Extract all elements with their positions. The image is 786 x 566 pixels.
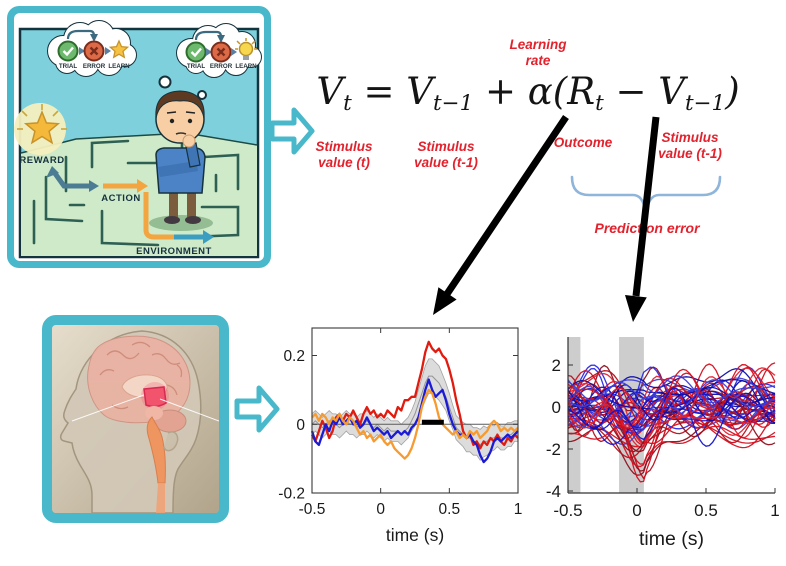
annotation-line bbox=[71, 394, 145, 422]
flow-arrow-to-chart-icon bbox=[234, 381, 280, 437]
ear bbox=[163, 431, 179, 452]
thought-bubble bbox=[197, 90, 207, 100]
thought-cloud-left: TRIAL ERROR LEARN bbox=[47, 20, 137, 77]
annotation-outcome: Outcome bbox=[553, 135, 613, 150]
trace-blue bbox=[567, 379, 776, 410]
trace-red bbox=[567, 412, 776, 449]
series-orange-line bbox=[311, 388, 519, 460]
loop-arrow-icon bbox=[194, 30, 223, 41]
x-tick-label: 0 bbox=[632, 501, 641, 520]
x-tick-label: 0.5 bbox=[439, 501, 461, 518]
step-arrow-icon bbox=[79, 47, 85, 55]
environment-label: ENVIRONMENT bbox=[136, 246, 212, 257]
equation: Vt = Vt−1 + α(Rt − Vt−1) bbox=[316, 70, 740, 116]
x-tick-label: 1 bbox=[514, 501, 523, 518]
error-label: ERROR bbox=[83, 63, 106, 70]
prediction-error-brace bbox=[570, 175, 722, 216]
series-blue-line bbox=[310, 378, 519, 464]
learn-label: LEARN bbox=[108, 63, 130, 70]
thought-bubble bbox=[158, 75, 172, 89]
trace-red bbox=[567, 367, 776, 429]
trace-red bbox=[567, 394, 776, 453]
annotation-stimulus-value-t1-right: Stimulus value (t-1) bbox=[658, 130, 722, 161]
annotation-learning-rate: Learning rate bbox=[509, 37, 567, 68]
axes-box bbox=[311, 327, 519, 494]
step-arrow-icon bbox=[231, 48, 237, 56]
x-tick-label: -0.5 bbox=[299, 501, 326, 518]
reward-rays bbox=[17, 104, 67, 130]
flow-arrow-to-equation-icon bbox=[269, 103, 315, 159]
band-edge bbox=[311, 392, 518, 461]
learn-label: LEARN bbox=[235, 63, 257, 70]
trace-red bbox=[567, 387, 776, 429]
loop-arrow-icon bbox=[66, 29, 96, 40]
annotation-stimulus-value-t1: Stimulus value (t-1) bbox=[414, 139, 478, 170]
action-arrow-icon bbox=[103, 179, 148, 193]
x-tick-label: 0.5 bbox=[694, 501, 718, 520]
brain-illustration bbox=[42, 315, 229, 523]
boy-character bbox=[149, 90, 213, 231]
y-tick-label: 0 bbox=[552, 398, 561, 417]
erp-chart: -0.5 0 0.5 1 0.2 0 -0.2 time (s) bbox=[278, 327, 523, 545]
trial-check-icon bbox=[57, 40, 79, 62]
trial-label: TRIAL bbox=[187, 63, 205, 70]
trace-red bbox=[567, 382, 776, 436]
trace-blue bbox=[567, 385, 776, 418]
thought-cloud-right: TRIAL ERROR LEARN bbox=[176, 23, 262, 78]
band-edge bbox=[311, 358, 518, 430]
x-tick-label: -0.5 bbox=[553, 501, 582, 520]
confidence-band bbox=[312, 358, 518, 461]
pons bbox=[145, 406, 163, 420]
reward-star-icon bbox=[23, 109, 61, 145]
y-tick-label: -4 bbox=[546, 482, 561, 501]
x-tick-label: 0 bbox=[376, 501, 385, 518]
learn-bulb-icon bbox=[235, 38, 257, 60]
y-tick-label: 2 bbox=[552, 356, 561, 375]
trace-blue bbox=[567, 379, 776, 430]
environment-arrow-icon bbox=[143, 192, 214, 244]
trial-label: TRIAL bbox=[59, 63, 77, 70]
reward-label: REWARD bbox=[19, 155, 64, 166]
midbrain-highlight bbox=[143, 386, 167, 408]
brain-folds bbox=[99, 341, 183, 413]
trace-red bbox=[567, 370, 775, 427]
y-tick-label: 0.2 bbox=[283, 348, 305, 365]
trace-blue bbox=[567, 407, 776, 434]
y-tick-label: 0 bbox=[296, 417, 305, 434]
error-label: ERROR bbox=[210, 63, 233, 70]
step-arrow-icon bbox=[206, 48, 212, 56]
maze-illustration: REWARD ACTION ENVIRONMENT bbox=[7, 6, 271, 268]
y-tick-label: -2 bbox=[546, 440, 561, 459]
trials-chart: -0.5 0 0.5 1 2 0 -2 -4 time (s) bbox=[546, 337, 780, 550]
learn-star-icon bbox=[108, 39, 130, 59]
annotation-stimulus-value-t: Stimulus value (t) bbox=[315, 139, 373, 170]
series-red-line bbox=[310, 340, 519, 450]
x-tick-label: 1 bbox=[770, 501, 779, 520]
action-label: ACTION bbox=[101, 193, 140, 204]
trial-check-icon bbox=[185, 41, 207, 63]
trace-red bbox=[567, 377, 776, 414]
x-axis-label: time (s) bbox=[386, 525, 444, 545]
annotation-prediction-error: Prediction error bbox=[594, 220, 700, 236]
x-axis-label: time (s) bbox=[639, 528, 704, 550]
trace-red bbox=[567, 410, 776, 459]
annotation-line bbox=[159, 398, 219, 422]
y-tick-label: -0.2 bbox=[278, 486, 305, 503]
trace-red bbox=[567, 367, 776, 445]
trace-red bbox=[567, 368, 776, 465]
trace-blue bbox=[567, 387, 776, 447]
step-arrow-icon bbox=[105, 47, 111, 55]
reward-arrow-icon bbox=[46, 166, 99, 192]
